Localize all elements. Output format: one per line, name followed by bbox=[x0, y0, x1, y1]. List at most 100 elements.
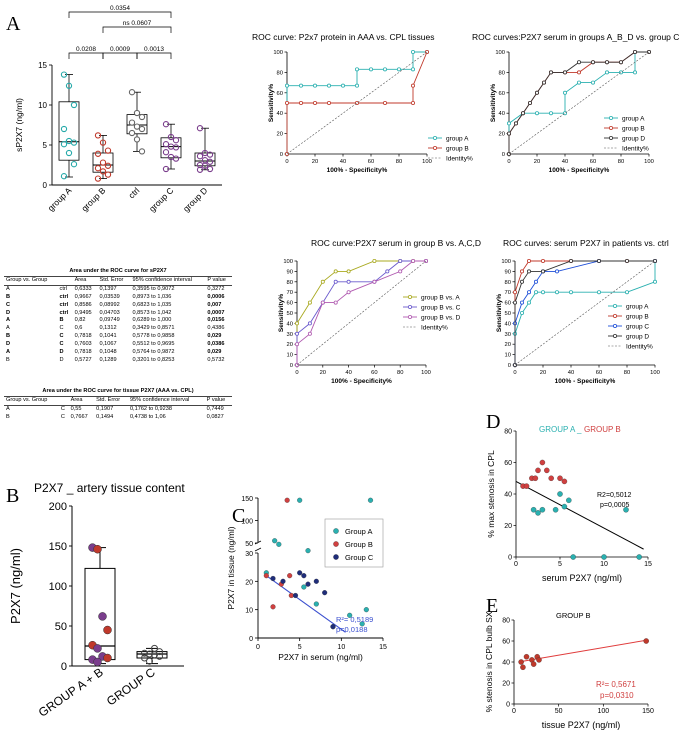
roc4-x-tick-label: 100 bbox=[650, 370, 660, 376]
a-data-point bbox=[60, 125, 68, 133]
d-r2-label: R2=0,5012 bbox=[597, 492, 632, 499]
a-category-label: group A bbox=[46, 185, 74, 213]
roc4-x-tick-label: 0 bbox=[513, 370, 516, 376]
b-y-tick-label: 50 bbox=[55, 621, 67, 633]
roc4-legend-marker-3 bbox=[613, 333, 618, 338]
b-category-label: GROUP A + B bbox=[36, 665, 106, 720]
roc1-legend-marker-1 bbox=[432, 145, 437, 150]
roc3-series-point-1 bbox=[294, 331, 299, 336]
c-y-tick-label: 150 bbox=[241, 496, 253, 503]
b-y-axis-label: P2X7 (ng/ml) bbox=[8, 548, 23, 624]
a-significance-label: ns 0.0607 bbox=[123, 20, 152, 27]
roc3-series-point-0 bbox=[307, 300, 312, 305]
table-cell: 0,1067 bbox=[99, 341, 117, 348]
a-y-axis-label: sP2X7 (ng/ml) bbox=[14, 98, 24, 152]
table-cell: A bbox=[6, 405, 10, 412]
d-y-tick-label: 20 bbox=[504, 523, 512, 530]
a-significance-bracket bbox=[68, 11, 172, 18]
a-category-label: group D bbox=[181, 185, 209, 213]
a-data-point bbox=[94, 132, 102, 139]
d-data-point-1 bbox=[548, 475, 554, 481]
roc4-legend-marker-0 bbox=[613, 303, 618, 308]
table-cell: 0,8573 to 1,042 bbox=[132, 309, 172, 316]
roc3-series-point-1 bbox=[333, 279, 338, 284]
table-cell: 0,0156 bbox=[207, 317, 225, 324]
roc1-legend-label-1: group B bbox=[446, 146, 469, 153]
table-cell: 0,7818 bbox=[74, 333, 92, 340]
roc4-series-point-0 bbox=[541, 290, 546, 295]
d-data-point-0 bbox=[561, 503, 568, 510]
table-caption: Area under the ROC curve for tissue P2X7… bbox=[4, 388, 232, 397]
d-data-point-0 bbox=[636, 554, 642, 560]
roc2-legend-label-0: group A bbox=[622, 116, 645, 123]
d-data-point-0 bbox=[557, 491, 563, 497]
table-caption-row: Area under the ROC curve for tissue P2X7… bbox=[4, 388, 232, 397]
roc2-x-tick-label: 60 bbox=[590, 159, 596, 165]
roc3-legend-marker-1 bbox=[407, 304, 412, 309]
roc1-x-tick-label: 100 bbox=[422, 159, 432, 165]
b-data-point bbox=[141, 649, 148, 657]
a-data-point bbox=[162, 121, 170, 128]
roc1-y-tick-label: 40 bbox=[277, 111, 283, 117]
a-data-point bbox=[65, 137, 73, 145]
roc1-y-tick-label: 80 bbox=[277, 70, 283, 76]
roc4-legend-label-4: Identity% bbox=[626, 344, 653, 351]
table-cell: B bbox=[59, 317, 64, 324]
e-x-tick-label: 50 bbox=[555, 708, 563, 715]
a-data-point bbox=[138, 148, 146, 155]
roc3-y-tick-label: 40 bbox=[287, 321, 293, 327]
e-data-point-0 bbox=[520, 664, 526, 671]
table-cell: 0,029 bbox=[207, 333, 222, 340]
a-category-label: ctrl bbox=[126, 185, 141, 200]
roc4-series-point-3 bbox=[541, 269, 546, 274]
a-data-point bbox=[133, 136, 141, 143]
a-significance-bracket bbox=[136, 52, 172, 59]
roc4-legend-label-1: group B bbox=[626, 314, 649, 321]
table-cell: 0,08992 bbox=[99, 301, 120, 308]
roc3-x-tick-label: 0 bbox=[295, 370, 298, 376]
a-data-point bbox=[172, 137, 180, 144]
a-data-point bbox=[99, 168, 107, 175]
roc3-series-point-2 bbox=[307, 331, 312, 336]
table-cell: 0,1397 bbox=[99, 285, 117, 292]
a-data-point bbox=[104, 171, 112, 178]
roc1-x-tick-label: 0 bbox=[285, 159, 288, 165]
table-header-cell: Area bbox=[72, 276, 98, 286]
roc4-series-point-2 bbox=[527, 290, 532, 295]
a-data-point bbox=[206, 158, 214, 165]
roc1-series-point-0 bbox=[382, 67, 387, 72]
roc4-y-tick-label: 50 bbox=[505, 311, 511, 317]
a-data-point bbox=[128, 119, 136, 126]
a-data-point bbox=[138, 113, 146, 121]
roc1-series-point-1 bbox=[410, 101, 415, 106]
a-y-tick-label: 0 bbox=[43, 181, 48, 190]
roc2-series-line-3 bbox=[508, 51, 650, 155]
roc4-x-tick-label: 40 bbox=[568, 370, 574, 376]
table-cell: 0,3429 to 0,8571 bbox=[132, 325, 175, 332]
roc1-series-line-0 bbox=[286, 51, 427, 154]
a-data-point bbox=[60, 141, 68, 148]
roc1-y-tick-label: 60 bbox=[277, 91, 283, 97]
d-title-group-a: GROUP A bbox=[539, 425, 576, 434]
table-cell: 0,029 bbox=[207, 349, 222, 356]
roc2-series-point-0 bbox=[633, 70, 638, 75]
table-cell: 0,03539 bbox=[99, 293, 120, 300]
c-y-tick-label: 10 bbox=[245, 608, 253, 615]
table-row: A D 0,7818 0,1048 0,5764 to 0,9872 0,029 bbox=[4, 349, 232, 357]
a-data-point bbox=[94, 150, 102, 157]
table-cell: C bbox=[59, 341, 64, 348]
c-data-point-1 bbox=[263, 573, 269, 579]
a-data-point bbox=[70, 101, 78, 109]
a-data-point bbox=[133, 109, 141, 117]
a-data-point bbox=[162, 149, 170, 156]
roc1-series-point-0 bbox=[396, 67, 401, 72]
roc1-series-point-1 bbox=[410, 83, 415, 88]
a-data-point bbox=[70, 139, 78, 146]
d-data-point-1 bbox=[532, 475, 539, 481]
c-y-tick-label: 30 bbox=[245, 551, 253, 558]
roc2-series-point-0 bbox=[506, 121, 511, 126]
d-data-point-0 bbox=[539, 506, 546, 513]
